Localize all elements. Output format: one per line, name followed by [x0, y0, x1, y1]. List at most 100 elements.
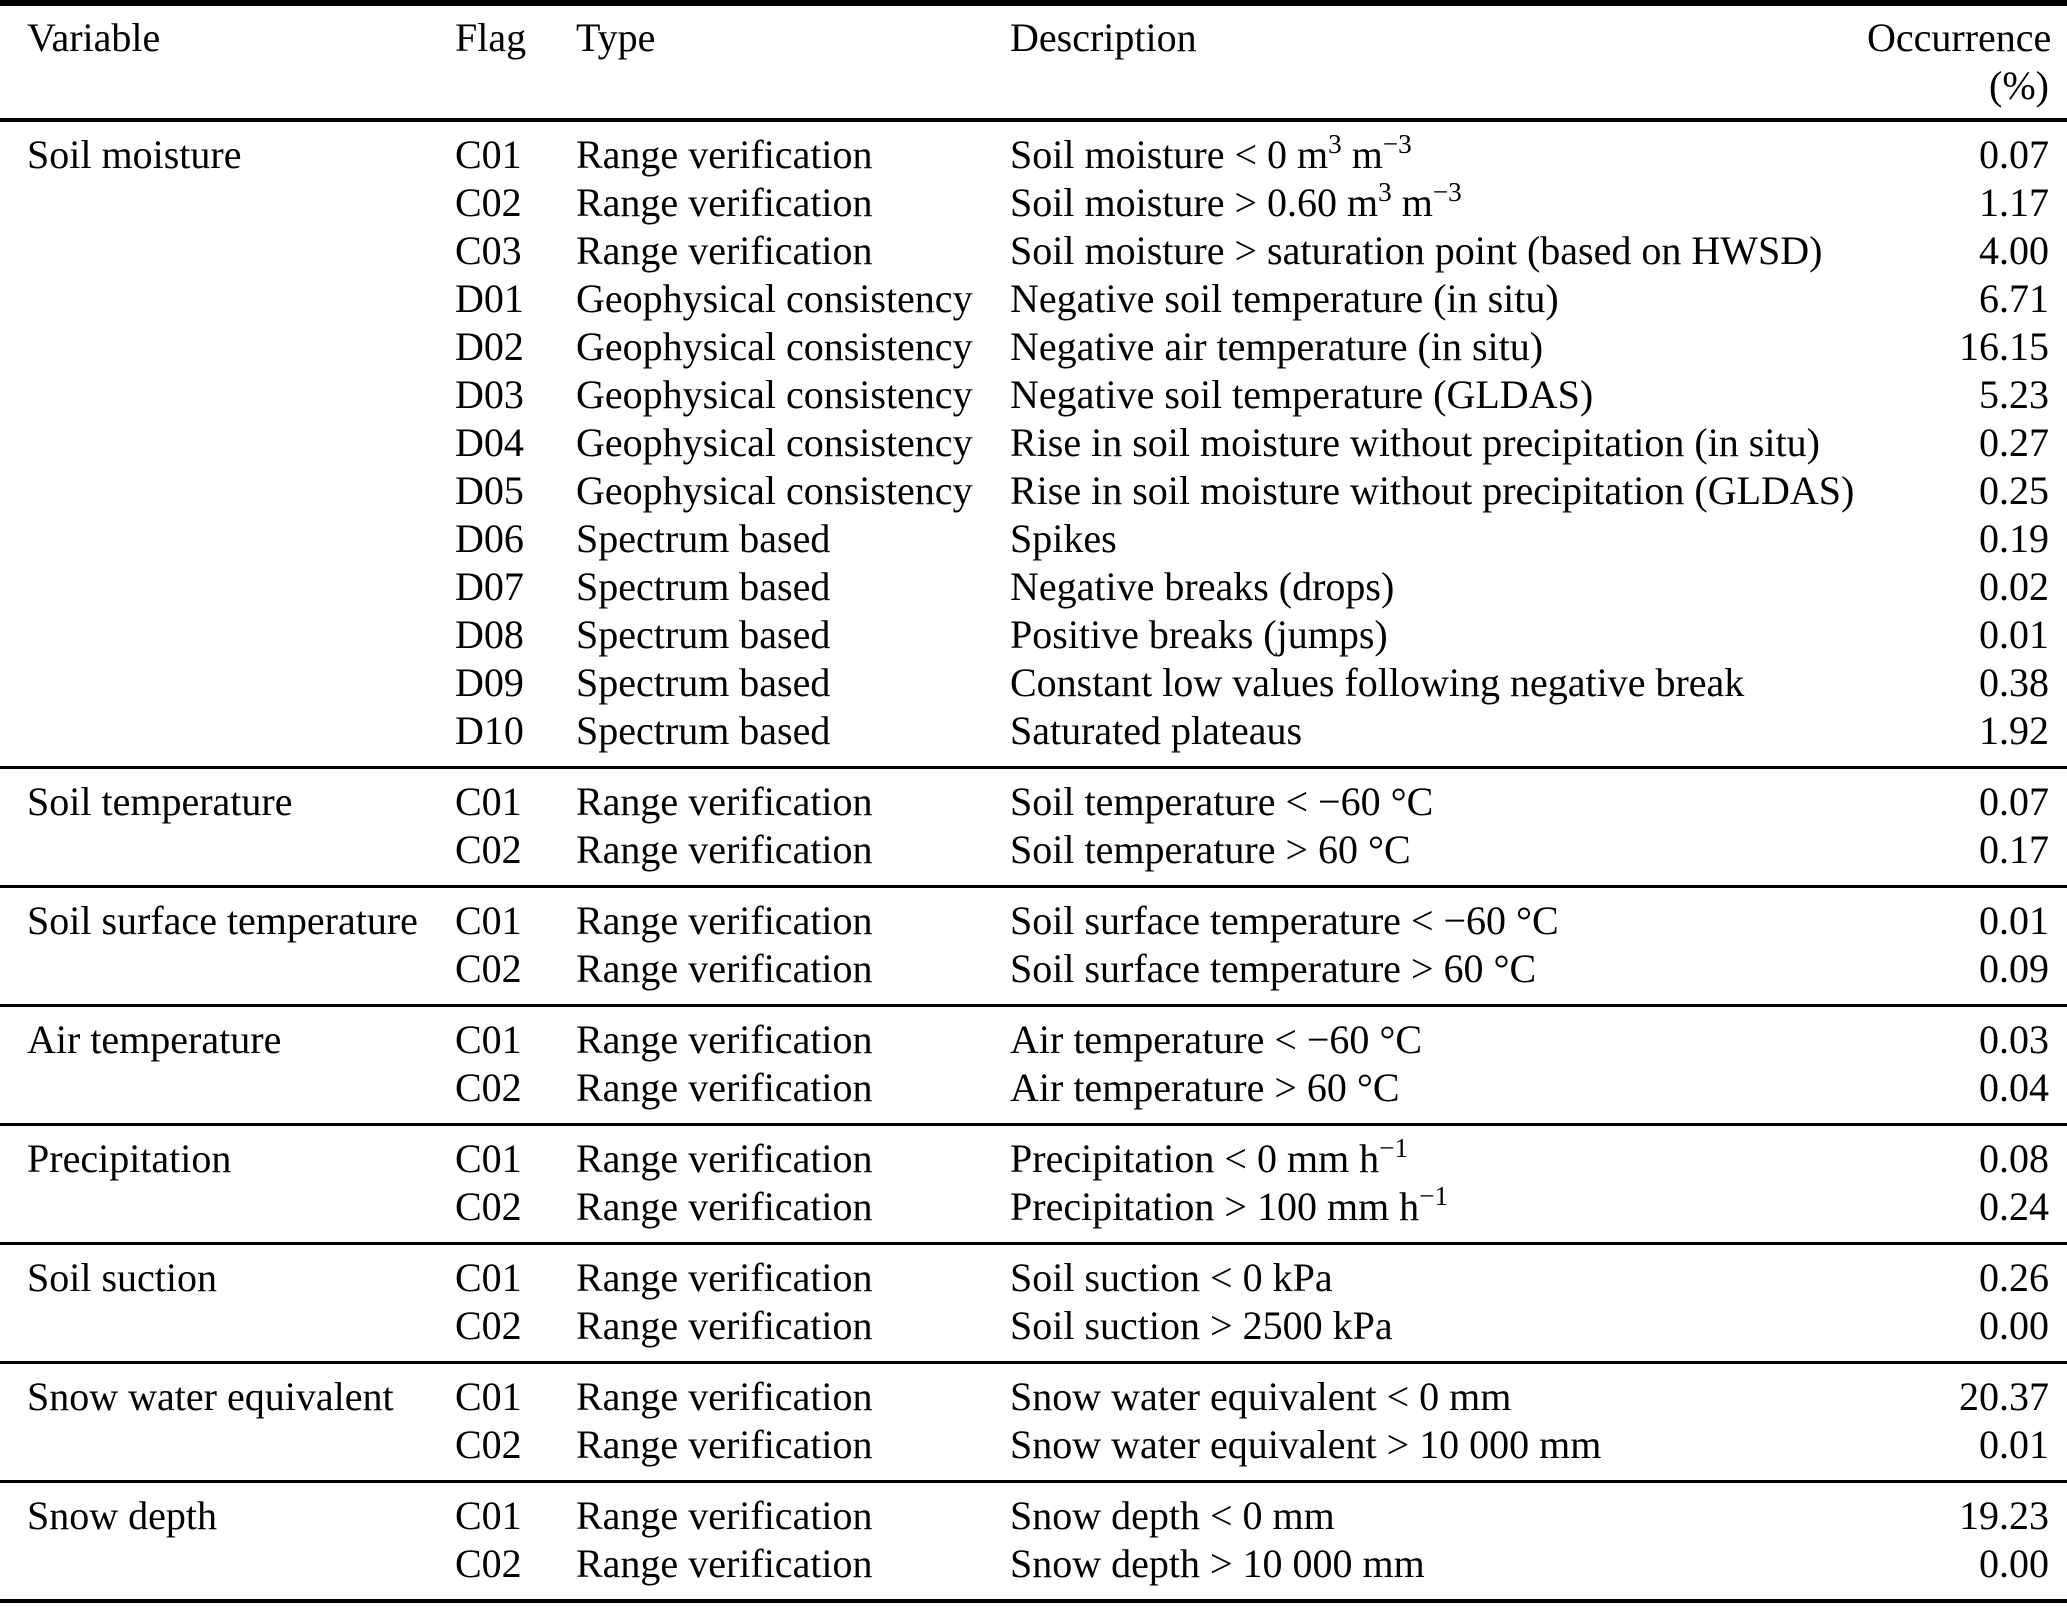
cell-description: Negative soil temperature (in situ): [1010, 276, 1559, 321]
cell-type: Geophysical consistency: [576, 372, 973, 417]
cell-type: Range verification: [576, 1541, 873, 1586]
table-row: C02 Range verification Soil moisture > 0…: [0, 177, 2067, 227]
cell-flag: C01: [455, 898, 522, 943]
cell-flag: C01: [455, 1493, 522, 1538]
table-row: Soil moisture C01 Range verification Soi…: [0, 120, 2067, 179]
cell-type: Range verification: [576, 228, 873, 273]
cell-type: Spectrum based: [576, 612, 831, 657]
cell-flag: C02: [455, 946, 522, 991]
cell-description: Soil moisture > saturation point (based …: [1010, 228, 1823, 273]
cell-description: Precipitation > 100 mm h−1: [1010, 1181, 1449, 1229]
table-row: C02 Range verification Soil surface temp…: [0, 945, 2067, 1006]
table-row: Snow water equivalent C01 Range verifica…: [0, 1363, 2067, 1422]
cell-variable: [0, 707, 455, 768]
cell-flag: C02: [455, 1065, 522, 1110]
cell-description: Soil moisture < 0 m3 m−3: [1010, 129, 1412, 177]
table-row: D02 Geophysical consistency Negative air…: [0, 323, 2067, 371]
cell-flag: C01: [455, 1374, 522, 1419]
header-type: Type: [576, 15, 656, 60]
cell-flag: C01: [455, 779, 522, 824]
cell-description: Precipitation < 0 mm h−1: [1010, 1133, 1409, 1181]
cell-type: Range verification: [576, 898, 873, 943]
cell-flag: D05: [455, 468, 524, 513]
cell-flag: D06: [455, 516, 524, 561]
cell-variable: [0, 179, 455, 227]
cell-description: Snow water equivalent > 10 000 mm: [1010, 1422, 1602, 1467]
cell-variable: Precipitation: [27, 1136, 232, 1181]
cell-flag: D03: [455, 372, 524, 417]
cell-description: Negative breaks (drops): [1010, 564, 1395, 609]
cell-flag: C02: [455, 1184, 522, 1229]
variable-group: Precipitation C01 Range verification Pre…: [0, 1124, 2067, 1244]
cell-variable: Soil surface temperature: [27, 898, 418, 943]
cell-occurrence: 0.00: [1979, 1541, 2049, 1586]
cell-variable: [0, 1064, 455, 1125]
cell-flag: D04: [455, 420, 524, 465]
cell-type: Spectrum based: [576, 564, 831, 609]
cell-type: Range verification: [576, 132, 873, 177]
header-occurrence: Occurrence (%): [1867, 3, 2067, 120]
cell-occurrence: 1.17: [1979, 180, 2049, 225]
cell-variable: Snow water equivalent: [27, 1374, 394, 1419]
table-row: D07 Spectrum based Negative breaks (drop…: [0, 563, 2067, 611]
variable-group: Snow water equivalent C01 Range verifica…: [0, 1362, 2067, 1482]
cell-occurrence: 0.01: [1979, 1422, 2049, 1467]
cell-type: Range verification: [576, 1255, 873, 1300]
variable-group: Soil suction C01 Range verification Soil…: [0, 1243, 2067, 1363]
cell-type: Range verification: [576, 1303, 873, 1348]
header-occurrence-label: Occurrence: [1867, 15, 2052, 60]
table-row: C02 Range verification Snow depth > 10 0…: [0, 1540, 2067, 1601]
cell-type: Spectrum based: [576, 660, 831, 705]
cell-type: Range verification: [576, 1422, 873, 1467]
cell-type: Range verification: [576, 1065, 873, 1110]
cell-type: Geophysical consistency: [576, 276, 973, 321]
cell-occurrence: 4.00: [1979, 228, 2049, 273]
table-row: C02 Range verification Air temperature >…: [0, 1064, 2067, 1125]
cell-flag: C01: [455, 132, 522, 177]
cell-flag: D09: [455, 660, 524, 705]
cell-type: Range verification: [576, 1184, 873, 1229]
table-row: Soil temperature C01 Range verification …: [0, 768, 2067, 827]
table-row: C02 Range verification Snow water equiva…: [0, 1421, 2067, 1482]
cell-variable: [0, 515, 455, 563]
cell-description: Soil surface temperature > 60 °C: [1010, 946, 1537, 991]
cell-occurrence: 0.08: [1979, 1136, 2049, 1181]
cell-description: Constant low values following negative b…: [1010, 660, 1745, 705]
cell-occurrence: 20.37: [1959, 1374, 2049, 1419]
cell-occurrence: 1.92: [1979, 708, 2049, 753]
cell-occurrence: 0.07: [1979, 779, 2049, 824]
cell-flag: D02: [455, 324, 524, 369]
cell-type: Range verification: [576, 779, 873, 824]
table-row: Precipitation C01 Range verification Pre…: [0, 1125, 2067, 1184]
cell-variable: Soil suction: [27, 1255, 218, 1300]
cell-variable: [0, 563, 455, 611]
cell-occurrence: 0.19: [1979, 516, 2049, 561]
table-row: C02 Range verification Precipitation > 1…: [0, 1181, 2067, 1244]
cell-description: Snow water equivalent < 0 mm: [1010, 1374, 1512, 1419]
cell-flag: D07: [455, 564, 524, 609]
cell-variable: [0, 945, 455, 1006]
cell-description: Saturated plateaus: [1010, 708, 1303, 753]
table-row: D04 Geophysical consistency Rise in soil…: [0, 419, 2067, 467]
table-row: D08 Spectrum based Positive breaks (jump…: [0, 611, 2067, 659]
variable-group: Air temperature C01 Range verification A…: [0, 1005, 2067, 1125]
cell-description: Soil moisture > 0.60 m3 m−3: [1010, 177, 1462, 225]
cell-description: Spikes: [1010, 516, 1117, 561]
cell-description: Negative soil temperature (GLDAS): [1010, 372, 1594, 417]
cell-description: Negative air temperature (in situ): [1010, 324, 1544, 369]
cell-flag: C02: [455, 1303, 522, 1348]
cell-variable: Air temperature: [27, 1017, 282, 1062]
table-row: D03 Geophysical consistency Negative soi…: [0, 371, 2067, 419]
cell-flag: C01: [455, 1255, 522, 1300]
table-row: C02 Range verification Soil suction > 25…: [0, 1302, 2067, 1363]
cell-type: Range verification: [576, 1374, 873, 1419]
table-row: D05 Geophysical consistency Rise in soil…: [0, 467, 2067, 515]
cell-occurrence: 0.09: [1979, 946, 2049, 991]
header-variable: Variable: [27, 15, 161, 60]
cell-description: Rise in soil moisture without precipitat…: [1010, 468, 1855, 513]
cell-occurrence: 0.00: [1979, 1303, 2049, 1348]
cell-description: Soil temperature > 60 °C: [1010, 827, 1411, 872]
cell-description: Soil temperature < −60 °C: [1010, 779, 1434, 824]
cell-occurrence: 0.01: [1979, 612, 2049, 657]
